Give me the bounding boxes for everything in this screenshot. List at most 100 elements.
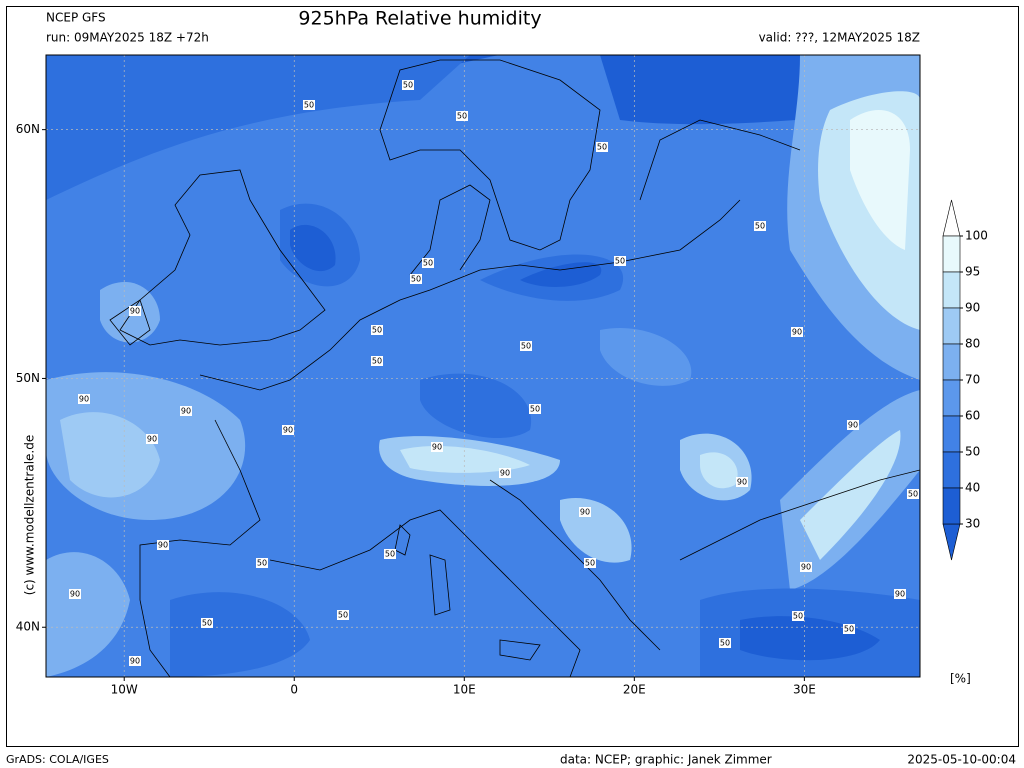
contour-label-bg [402, 80, 414, 90]
colorbar-band [942, 271, 961, 309]
contour-label-bg [384, 549, 396, 559]
contour-label-bg [431, 442, 443, 452]
model: NCEP GFS [46, 11, 106, 25]
coast [119, 169, 326, 346]
lon-tick-label: 0 [290, 683, 298, 697]
humidity-area [400, 445, 530, 473]
contour-label-bg [907, 489, 919, 499]
contour-label: 50 [338, 611, 348, 620]
contour-label-bg [180, 406, 192, 416]
contour-label-bg [201, 618, 213, 628]
contour-label: 90 [130, 657, 140, 666]
contour-label-bg [157, 540, 169, 550]
contour-label: 50 [844, 625, 854, 634]
field [46, 55, 920, 677]
copyright: (c) www.modellzentrale.de [23, 435, 37, 595]
contour-label: 50 [530, 405, 540, 414]
contour-label-bg [456, 111, 468, 121]
contour-label-bg [129, 306, 141, 316]
contour-label: 50 [908, 490, 918, 499]
colorbar-band [942, 379, 961, 417]
contour-label-bg [614, 256, 626, 266]
contour-label-bg [736, 477, 748, 487]
humidity-area [170, 592, 310, 677]
contour-label: 50 [793, 612, 803, 621]
contour-label: 50 [257, 559, 267, 568]
contour-label-bg [129, 656, 141, 666]
colorbar-arrow-bottom [942, 523, 961, 561]
contour-label-bg [719, 638, 731, 648]
contour-label: 90 [580, 508, 590, 517]
contour-label: 90 [79, 395, 89, 404]
contour-label: 90 [432, 443, 442, 452]
contour-label: 50 [615, 257, 625, 266]
contour-label: 50 [597, 143, 607, 152]
footer-center: data: NCEP; graphic: Janek Zimmer [560, 753, 772, 767]
valid: valid: ???, 12MAY2025 18Z [759, 31, 920, 45]
contour-label: 50 [755, 222, 765, 231]
humidity-area [850, 110, 910, 250]
map-field [46, 55, 920, 677]
humidity-area [290, 224, 336, 272]
contour-label: 90 [895, 590, 905, 599]
map-border [45, 54, 921, 678]
contour-label: 50 [403, 81, 413, 90]
contour-label: 90 [792, 328, 802, 337]
contour-label-bg [282, 425, 294, 435]
contour-label: 50 [372, 357, 382, 366]
humidity-area [60, 412, 160, 498]
colorbar-tick-label: 50 [965, 445, 980, 459]
contour-label-bg [579, 507, 591, 517]
frame [6, 6, 1019, 747]
contour-label: 50 [202, 619, 212, 628]
contour-label-bg [520, 341, 532, 351]
contour-label: 90 [500, 469, 510, 478]
run: run: 09MAY2025 18Z +72h [46, 31, 209, 45]
contour-label: 50 [720, 639, 730, 648]
coast [139, 419, 920, 677]
humidity-area [520, 262, 602, 287]
lon-tick-label: 30E [793, 683, 816, 697]
humidity-area [46, 55, 470, 200]
contour-label-bg [69, 589, 81, 599]
colorbar-unit: [%] [950, 672, 971, 686]
contour-label-bg [800, 562, 812, 572]
title: 925hPa Relative humidity [298, 8, 541, 30]
coastlines [109, 59, 920, 677]
contour-label-bg [792, 611, 804, 621]
colorbar-tick-label: 95 [965, 265, 980, 279]
contour-label: 90 [70, 590, 80, 599]
contour-label-bg [146, 434, 158, 444]
coast [379, 59, 601, 276]
contour-label: 50 [372, 326, 382, 335]
humidity-area [420, 373, 532, 439]
contour-label: 90 [737, 478, 747, 487]
contour-label: 90 [158, 541, 168, 550]
humidity-area [560, 498, 632, 563]
humidity-area [600, 328, 692, 386]
contour-label-bg [371, 356, 383, 366]
contour-label: 50 [423, 259, 433, 268]
contour-label-bg [847, 420, 859, 430]
colorbar-tick-label: 80 [965, 337, 980, 351]
colorbar-band [942, 487, 961, 525]
lon-tick-label: 10E [453, 683, 476, 697]
contour-label-bg [337, 610, 349, 620]
contour-label: 90 [147, 435, 157, 444]
lon-tick-label: 10W [111, 683, 138, 697]
contour-label-bg [371, 325, 383, 335]
contour-label-bg [422, 258, 434, 268]
contour-label-bg [78, 394, 90, 404]
humidity-area [46, 552, 130, 677]
contour-label: 50 [304, 101, 314, 110]
colorbar-band [942, 343, 961, 381]
contour-label: 90 [130, 307, 140, 316]
contour-label-bg [596, 142, 608, 152]
contour-label: 50 [385, 550, 395, 559]
coast [199, 119, 801, 391]
lat-tick-label: 40N [16, 620, 40, 634]
contour-label-bg [499, 468, 511, 478]
contour-label-bg [529, 404, 541, 414]
contour-label-bg [894, 589, 906, 599]
